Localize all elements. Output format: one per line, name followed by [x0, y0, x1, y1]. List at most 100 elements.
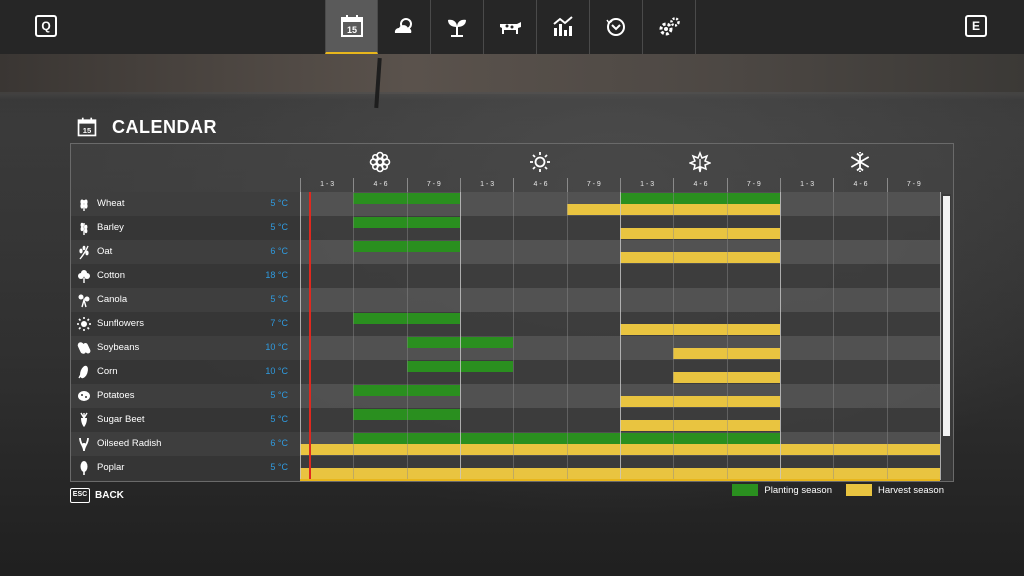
crop-name: Cotton — [97, 270, 125, 281]
tab-animals[interactable] — [484, 0, 537, 54]
period-label: 1 - 3 — [780, 178, 833, 192]
season-header — [300, 144, 940, 178]
page-title: CALENDAR — [112, 116, 217, 137]
crop-name: Potatoes — [97, 390, 135, 401]
current-date-marker — [309, 192, 311, 480]
back-button[interactable]: ESC BACK — [70, 488, 124, 503]
next-page-key[interactable]: E — [965, 15, 987, 37]
legend-planting-label: Planting season — [764, 484, 832, 496]
calendar-icon: 15 — [77, 117, 97, 137]
crop-germination-temperature: 10 °C — [265, 342, 288, 352]
wheat-icon — [80, 199, 88, 211]
oilseed-radish-icon — [79, 437, 89, 452]
period-label: 1 - 3 — [300, 178, 353, 192]
calendar-scrollbar[interactable] — [942, 194, 951, 480]
period-label: 7 - 9 — [886, 178, 940, 192]
period-label: 1 - 3 — [460, 178, 513, 192]
period-label: 4 - 6 — [353, 178, 406, 192]
crop-row-corn: Corn 10 °C — [71, 360, 940, 384]
period-label: 7 - 9 — [406, 178, 460, 192]
crop-info: Canola 5 °C — [71, 288, 300, 312]
period-label: 4 - 6 — [833, 178, 886, 192]
crop-germination-temperature: 5 °C — [270, 462, 288, 472]
crop-germination-temperature: 5 °C — [270, 294, 288, 304]
statistics-icon — [553, 16, 573, 36]
legend-harvest-label: Harvest season — [877, 484, 944, 496]
crop-germination-temperature: 18 °C — [265, 270, 288, 280]
planting-season-bar — [353, 193, 460, 204]
corn-icon — [78, 365, 88, 379]
crop-info: Sunflowers 7 °C — [71, 312, 300, 336]
harvest-season-bar — [300, 468, 940, 479]
crop-info: Oilseed Radish 6 °C — [71, 432, 300, 456]
period-label: 4 - 6 — [673, 178, 726, 192]
tab-calendar[interactable]: 15 — [325, 0, 378, 54]
legend-planting: Planting season — [732, 484, 832, 496]
legend-harvest: Harvest season — [845, 484, 944, 496]
poplar-icon — [80, 461, 88, 475]
crop-name: Poplar — [97, 462, 125, 473]
tab-weather[interactable] — [378, 0, 431, 54]
autumn-leaf-icon — [689, 151, 711, 173]
crop-name: Oilseed Radish — [97, 438, 162, 449]
planting-season-bar — [353, 313, 460, 324]
crop-row-oilseed-radish: Oilseed Radish 6 °C — [71, 432, 940, 456]
harvest-season-bar — [566, 204, 780, 215]
crop-row-sugar-beet: Sugar Beet 5 °C — [71, 408, 940, 432]
harvest-season-bar — [620, 396, 780, 407]
crop-germination-temperature: 5 °C — [270, 414, 288, 424]
crop-germination-temperature: 6 °C — [270, 438, 288, 448]
crop-info: Cotton 18 °C — [71, 264, 300, 288]
planting-season-bar — [353, 217, 460, 228]
sunflower-icon — [77, 317, 91, 331]
grid-line — [940, 192, 941, 480]
background-sky — [0, 54, 1024, 94]
planting-season-bar — [353, 433, 780, 444]
crop-name: Canola — [97, 294, 128, 305]
crop-germination-temperature: 7 °C — [270, 318, 288, 328]
crop-germination-temperature: 5 °C — [270, 198, 288, 208]
tab-statistics[interactable] — [537, 0, 590, 54]
finances-icon — [606, 18, 625, 36]
cow-icon — [500, 22, 521, 34]
planting-season-bar — [406, 337, 514, 348]
scrollbar-thumb[interactable] — [943, 196, 950, 436]
previous-page-key[interactable]: Q — [35, 15, 57, 37]
back-label: BACK — [95, 490, 124, 501]
crop-row-sunflowers: Sunflowers 7 °C — [71, 312, 940, 336]
crop-info: Soybeans 10 °C — [71, 336, 300, 360]
crop-info: Potatoes 5 °C — [71, 384, 300, 408]
crop-germination-temperature: 5 °C — [270, 390, 288, 400]
cotton-icon — [78, 270, 90, 283]
planting-season-bar — [620, 193, 780, 204]
crop-info: Oat 6 °C — [71, 240, 300, 264]
planting-season-bar — [353, 385, 460, 396]
harvest-season-bar — [620, 228, 780, 239]
crop-info: Wheat 5 °C — [71, 192, 300, 216]
seedling-icon — [448, 19, 466, 37]
crop-name: Corn — [97, 366, 118, 377]
planting-season-bar — [353, 241, 460, 252]
crop-row-oat: Oat 6 °C — [71, 240, 940, 264]
crop-name: Soybeans — [97, 342, 140, 353]
tab-finances[interactable] — [590, 0, 643, 54]
crop-germination-temperature: 10 °C — [265, 366, 288, 376]
crop-row-poplar: Poplar 5 °C — [71, 456, 940, 480]
winter-snowflake-icon — [850, 152, 870, 172]
potato-icon — [78, 391, 90, 401]
crop-info: Sugar Beet 5 °C — [71, 408, 300, 432]
page-header: 15 CALENDAR — [76, 116, 217, 138]
menu-tabs: 15 — [325, 0, 696, 54]
crop-name: Sunflowers — [97, 318, 144, 329]
calendar-day: 15 — [346, 25, 356, 35]
harvest-swatch — [845, 484, 872, 496]
harvest-season-bar — [620, 420, 780, 431]
planting-swatch — [732, 484, 759, 496]
crop-row-barley: Barley 5 °C — [71, 216, 940, 240]
tab-settings[interactable] — [643, 0, 696, 54]
tab-crops[interactable] — [431, 0, 484, 54]
period-label: 7 - 9 — [726, 178, 780, 192]
crop-name: Wheat — [97, 198, 125, 209]
